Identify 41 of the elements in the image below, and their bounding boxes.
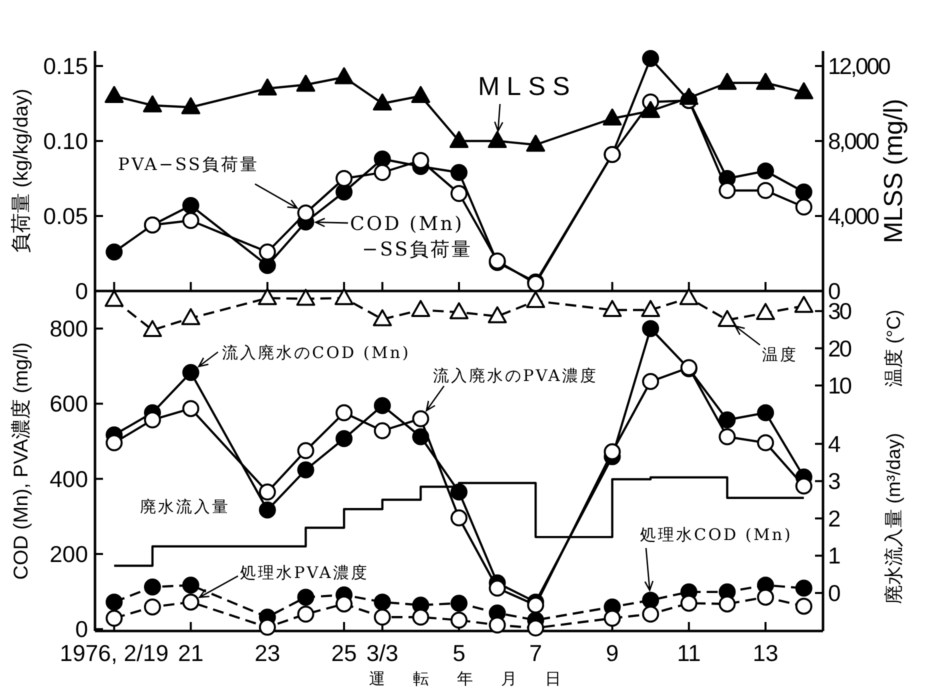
y-tick-label: 400 [50,466,88,492]
y2-tick-label: 20 [828,335,852,362]
y2-tick-label: 8,000 [828,128,879,154]
y-tick-label: 200 [50,540,88,567]
y-tick-label: 0 [75,278,88,304]
y2-axis-title: MLSS (mg/l) [878,98,908,244]
y3-tick-label: 0 [828,580,840,606]
y-axis-title: 負荷量 (kg/kg/day) [10,88,32,254]
series-label: 温度 [762,345,798,364]
y-tick-label: 0 [75,616,88,642]
y3-tick-label: 4 [828,430,841,457]
series-label: 処理水PVA濃度 [240,563,369,582]
y-tick-label: 600 [50,390,88,417]
x-tick-label: 23 [254,640,280,666]
x-axis-title: 運転年月日 [369,669,589,688]
y2-axis-title: 温度 (°C) [883,310,906,387]
x-tick-label: 7 [529,640,542,666]
y-tick-label: 0.05 [43,203,88,229]
x-tick-label: 1976, 2/19 [60,640,169,666]
series-label: 流入廃水のPVA濃度 [433,366,598,385]
y3-axis-title: 廃水流入量 (m³/day) [883,432,906,604]
y3-tick-label: 3 [828,468,840,494]
x-tick-label: 9 [606,640,619,666]
y-tick-label: 0.15 [43,53,88,79]
legend-label: COD (Mn) −SS負荷量 [350,213,473,261]
y2-tick-label: 12,000 [828,53,890,79]
x-tick-label: 5 [452,640,466,666]
x-tick-label: 3/3 [366,640,398,666]
y2-tick-label: 10 [828,372,852,398]
y3-tick-label: 2 [828,505,840,532]
legend-label: 流入廃水のCOD (Mn) [222,343,410,362]
x-tick-label: 21 [178,640,204,666]
y-tick-label: 800 [50,316,88,342]
x-tick-label: 13 [752,640,778,666]
x-tick-label: 25 [331,640,357,666]
series-label: MLSS [478,71,577,101]
y-axis-title: COD (Mn), PVA濃度 (mg/l) [10,342,32,580]
x-tick-label: 11 [676,640,701,666]
y3-tick-label: 1 [828,542,840,569]
y2-tick-label: 4,000 [828,203,879,229]
y-tick-label: 0.10 [43,128,88,154]
